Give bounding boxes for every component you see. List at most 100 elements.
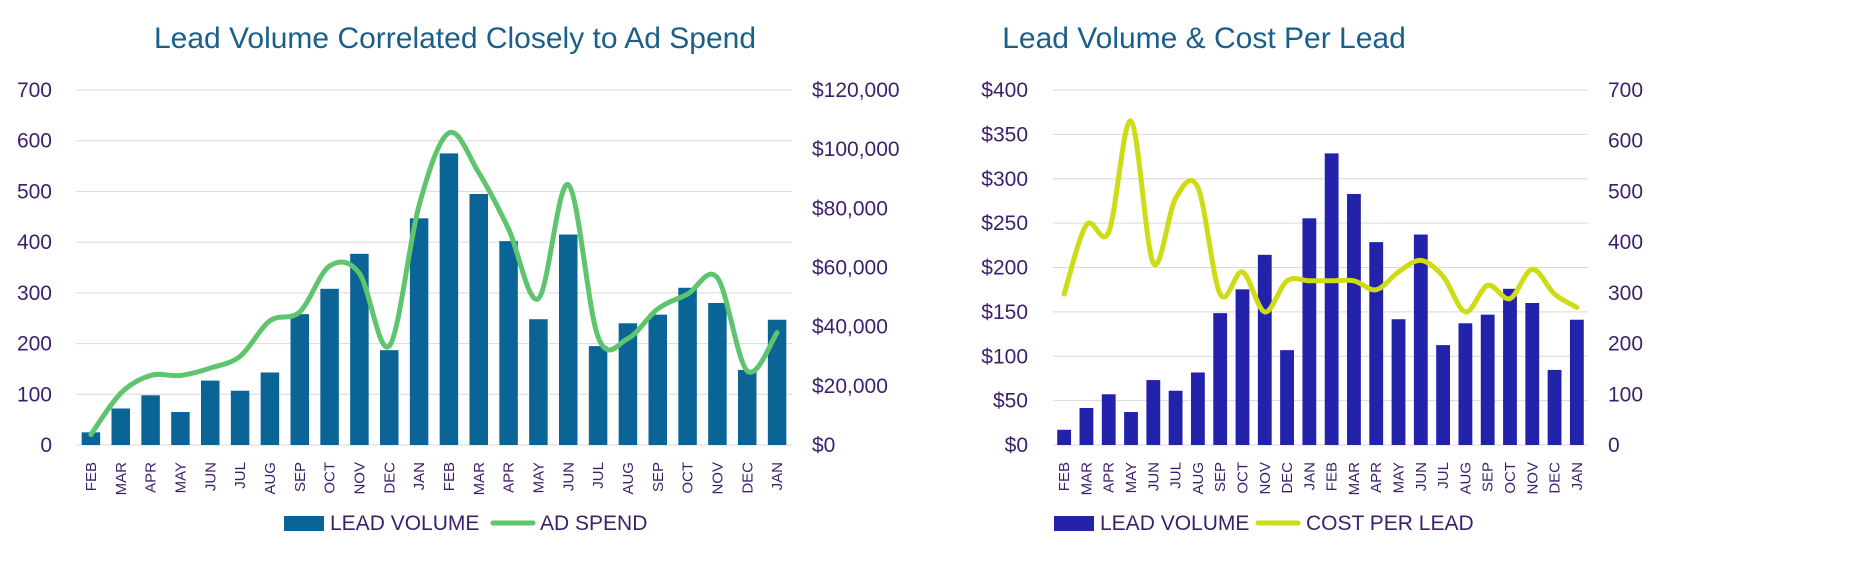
bar (738, 369, 757, 445)
x-tick-label: JAN (411, 462, 428, 490)
x-tick-label: APR (1101, 462, 1118, 493)
x-tick-label: JUN (560, 462, 577, 491)
bar (1280, 350, 1294, 445)
bar (141, 395, 160, 445)
x-tick-label: JUN (1413, 462, 1430, 491)
x-tick-label: JUL (232, 462, 249, 489)
y-left-tick-label: 400 (17, 231, 52, 254)
x-tick-label: APR (501, 462, 518, 493)
bar (1324, 153, 1339, 445)
legend-swatch (1054, 516, 1094, 531)
x-tick-label: JUN (1145, 462, 1162, 491)
x-tick-label: OCT (680, 462, 697, 494)
x-tick-label: SEP (1212, 462, 1229, 492)
bar (588, 346, 608, 445)
bar (1057, 429, 1072, 445)
x-tick-label: DEC (1547, 462, 1564, 494)
series-line (1061, 118, 1580, 315)
bar (350, 253, 369, 445)
x-tick-label: JUL (590, 462, 607, 489)
bar (111, 408, 130, 445)
bar (1146, 380, 1161, 445)
bar (1391, 319, 1406, 445)
bar (1436, 345, 1451, 445)
x-tick-label: AUG (620, 462, 637, 495)
legend: LEAD VOLUME COST PER LEAD (1054, 512, 1474, 535)
series-line (88, 129, 780, 438)
chart-title: Lead Volume & Cost Per Lead (1002, 22, 1406, 55)
bar (529, 319, 548, 445)
legend-label: LEAD VOLUME (330, 512, 479, 535)
y-left-tick-label: 300 (17, 282, 52, 305)
bar (1480, 314, 1495, 445)
bar (1413, 234, 1428, 445)
x-tick-label: NOV (351, 462, 368, 495)
x-tick-label: MAR (471, 462, 488, 496)
legend-label: LEAD VOLUME (1100, 512, 1249, 535)
bar (767, 319, 787, 445)
y-left-tick-label: 0 (40, 434, 52, 457)
bar (1213, 313, 1228, 445)
bar (1547, 369, 1562, 445)
y-left-tick-label: $350 (981, 123, 1028, 146)
x-tick-label: DEC (739, 462, 756, 494)
legend-label: COST PER LEAD (1306, 512, 1474, 535)
bar (469, 193, 488, 445)
y-right-tick-label: 700 (1608, 79, 1643, 102)
x-tick-label: NOV (709, 462, 726, 495)
bar (1347, 193, 1361, 445)
x-tick-label: FEB (441, 462, 458, 491)
x-tick-label: DEC (381, 462, 398, 494)
x-tick-label: AUG (1190, 462, 1207, 495)
y-right-tick-label: $40,000 (812, 316, 888, 339)
bar (1079, 407, 1094, 445)
bar (1257, 254, 1272, 445)
x-tick-label: OCT (1502, 462, 1519, 494)
bar (81, 432, 101, 445)
y-left-tick-label: 500 (17, 180, 52, 203)
y-right-tick-label: 600 (1608, 130, 1643, 153)
bar (1503, 288, 1517, 445)
bar (290, 314, 309, 445)
legend: LEAD VOLUME AD SPEND (284, 512, 647, 535)
chart-title: Lead Volume Correlated Closely to Ad Spe… (154, 22, 756, 55)
y-right-tick-label: 300 (1608, 282, 1643, 305)
bar (1525, 303, 1540, 445)
y-left-tick-label: $300 (981, 168, 1028, 191)
y-left-tick-label: $0 (1005, 434, 1028, 457)
y-left-tick-label: $250 (981, 212, 1028, 235)
x-tick-label: MAR (113, 462, 130, 496)
bar (559, 234, 578, 445)
x-tick-label: FEB (1056, 462, 1073, 491)
bar (409, 218, 429, 445)
bar (1190, 372, 1205, 445)
bar (201, 380, 220, 445)
bar (1124, 412, 1138, 445)
x-tick-label: JAN (769, 462, 786, 490)
plot-area (76, 89, 792, 446)
bar (1168, 390, 1183, 445)
x-tick-label: NOV (1524, 462, 1541, 495)
x-tick-label: APR (143, 462, 160, 493)
x-tick-label: FEB (83, 462, 100, 491)
x-tick-label: MAY (172, 462, 189, 493)
x-tick-label: OCT (322, 462, 339, 494)
x-tick-label: OCT (1234, 462, 1251, 494)
x-tick-label: MAR (1346, 462, 1363, 496)
bar (380, 350, 399, 445)
y-left-tick-label: 700 (17, 79, 52, 102)
x-tick-label: AUG (1457, 462, 1474, 495)
legend-swatch (284, 516, 324, 531)
y-right-tick-label: 500 (1608, 180, 1643, 203)
y-right-tick-label: $120,000 (812, 79, 900, 102)
y-right-tick-label: $80,000 (812, 197, 888, 220)
x-tick-label: SEP (292, 462, 309, 492)
x-tick-label: SEP (650, 462, 667, 492)
bar (708, 303, 727, 445)
bar (1458, 323, 1473, 445)
bar (499, 241, 518, 445)
y-right-tick-label: $100,000 (812, 138, 900, 161)
bar (678, 287, 697, 445)
x-tick-label: FEB (1324, 462, 1341, 491)
